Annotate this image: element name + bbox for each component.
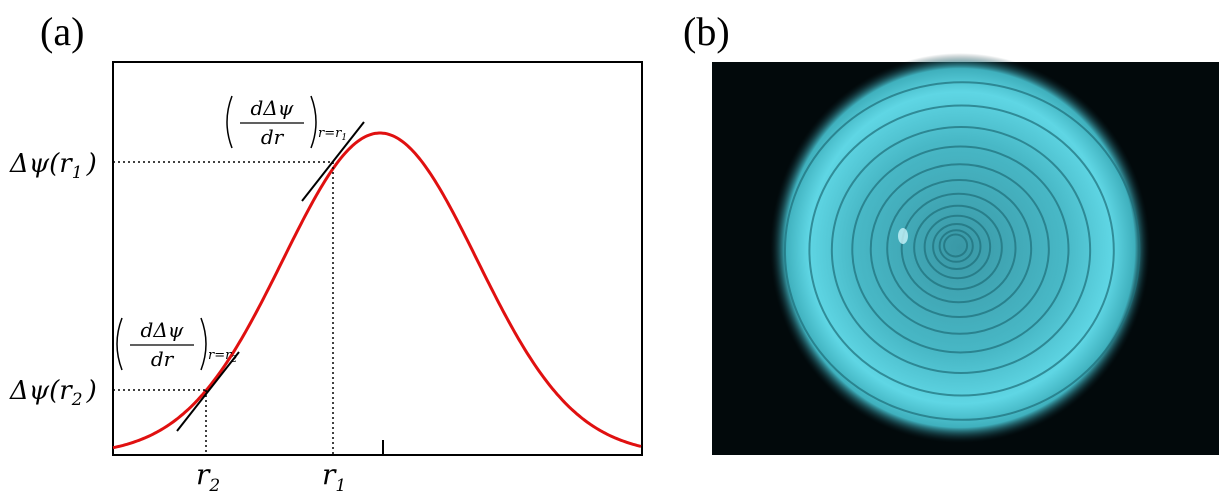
fringe-ring	[808, 104, 1115, 397]
slope-annotation: dΔψ dr r=r2	[116, 317, 237, 371]
x-label: r1	[322, 458, 346, 493]
y-label: Δψ(r2)	[9, 376, 97, 410]
beam-spot	[770, 53, 1150, 443]
fringe-ring	[938, 229, 974, 263]
fraction-den: dr	[151, 347, 175, 371]
fraction-num: dΔψ	[141, 318, 184, 342]
y-label-main: Δψ(r	[9, 376, 73, 406]
tangent-line	[176, 351, 240, 432]
fringe-rings	[783, 81, 1141, 421]
fringe-ring	[783, 81, 1141, 421]
fringe-ring	[923, 214, 992, 280]
fraction-den: dr	[261, 125, 285, 149]
y-label-close: )	[86, 376, 97, 406]
fringe-ring	[943, 233, 969, 258]
fringe-ring	[932, 222, 982, 271]
y-label-close: )	[86, 149, 97, 179]
y-label-sub: 1	[72, 163, 83, 183]
fringe-ring	[869, 163, 1050, 335]
fringe-ring	[913, 204, 1003, 291]
gaussian-curve	[112, 131, 642, 450]
x-label: r2	[196, 458, 220, 493]
x-label-main: r	[196, 458, 211, 491]
cond-sub: 1	[341, 133, 347, 143]
paren	[310, 95, 317, 149]
cond-sub: 2	[230, 355, 237, 365]
bright-spot	[898, 228, 908, 244]
panel-label: (a)	[40, 9, 84, 54]
paren	[200, 317, 207, 371]
cond-main: r=r	[208, 348, 232, 363]
fringe-ring	[886, 178, 1033, 319]
x-label-main: r	[322, 458, 337, 491]
x-label-sub: 1	[335, 476, 346, 493]
y-label-main: Δψ(r	[9, 149, 73, 179]
fraction-num: dΔψ	[251, 96, 294, 120]
slope-condition: r=r2	[208, 348, 237, 365]
slope-annotation: dΔψ dr r=r1	[226, 95, 347, 149]
y-label: Δψ(r1)	[9, 149, 97, 183]
cond-main: r=r	[318, 126, 342, 141]
fringe-ring	[830, 126, 1092, 374]
y-label-sub: 2	[71, 390, 83, 410]
fringe-ring	[900, 192, 1017, 304]
paren	[116, 317, 123, 371]
paren	[226, 95, 233, 149]
fringe-ring	[851, 145, 1070, 354]
plot-frame	[112, 61, 643, 456]
panel-label: (b)	[683, 9, 730, 54]
x-label-sub: 2	[208, 476, 220, 493]
tangent-line	[301, 121, 365, 202]
slope-condition: r=r1	[318, 126, 347, 143]
